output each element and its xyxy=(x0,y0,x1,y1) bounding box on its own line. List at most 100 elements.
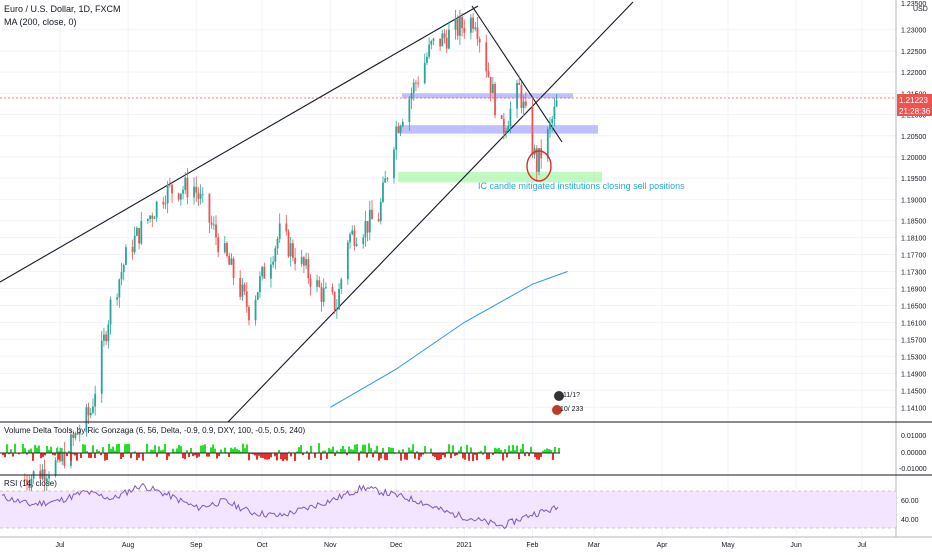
zone-rect[interactable] xyxy=(398,125,598,133)
volume-delta-bar xyxy=(110,449,112,453)
candle-body xyxy=(136,228,138,236)
candle-body xyxy=(461,17,463,28)
volume-delta-bar xyxy=(24,448,26,453)
volume-delta-bar xyxy=(376,446,378,453)
volume-delta-bar xyxy=(462,453,464,458)
volume-delta-bar xyxy=(554,447,556,453)
price-tick-label: 1.20000 xyxy=(901,155,926,162)
candle-body xyxy=(503,119,505,133)
volume-delta-bar xyxy=(108,444,110,453)
volume-delta-bar xyxy=(408,448,410,453)
candle-body xyxy=(367,221,369,232)
candle-body xyxy=(494,84,496,115)
volume-axis-tick: -0.01000 xyxy=(899,466,927,473)
volume-delta-bar xyxy=(112,447,114,453)
volume-delta-bar xyxy=(498,448,500,453)
volume-delta-bar xyxy=(468,453,470,461)
candle-body xyxy=(485,42,487,71)
volume-delta-bar xyxy=(122,453,124,457)
candle-body xyxy=(224,243,226,252)
candle-body xyxy=(369,210,371,233)
volume-delta-bar xyxy=(208,453,210,457)
candle-body xyxy=(338,289,340,309)
volume-delta-bar xyxy=(392,448,394,453)
candle-body xyxy=(215,225,217,238)
candle-body xyxy=(439,39,441,47)
volume-delta-bar xyxy=(4,453,6,457)
candle-body xyxy=(138,228,140,244)
volume-delta-bar xyxy=(128,444,130,453)
ma-legend-label[interactable]: MA (200, close, 0) xyxy=(4,17,77,27)
trendlines xyxy=(0,2,633,422)
currency-label: USD xyxy=(913,6,928,13)
candle-body xyxy=(448,30,450,49)
volume-delta-bar xyxy=(424,446,426,453)
upper-channel-line[interactable] xyxy=(0,6,478,282)
candle-body xyxy=(272,262,274,265)
volume-delta-bar xyxy=(512,445,514,453)
volume-delta-bar xyxy=(558,448,560,453)
volume-delta-bar xyxy=(348,447,350,453)
candle-body xyxy=(356,244,358,246)
volume-delta-bar xyxy=(136,453,138,460)
lower-channel-line[interactable] xyxy=(228,2,633,422)
candle-body xyxy=(459,17,461,36)
candle-body xyxy=(553,106,555,118)
volume-panel-label[interactable]: Volume Delta Tools, by Ric Gonzaga (6, 5… xyxy=(4,426,306,435)
candle-body xyxy=(171,185,173,194)
volume-delta-bar xyxy=(224,448,226,453)
volume-delta-bar xyxy=(420,453,422,457)
rsi-panel-label[interactable]: RSI (14, close) xyxy=(4,479,57,488)
volume-delta-bar xyxy=(434,453,436,457)
candle-body xyxy=(426,57,428,63)
volume-delta-bar xyxy=(488,453,490,459)
zone-rect[interactable] xyxy=(402,93,573,98)
candle-body xyxy=(532,106,534,155)
candle-body xyxy=(510,109,512,126)
symbol-title[interactable]: Euro / U.S. Dollar, 1D, FXCM xyxy=(4,4,121,14)
candle-body xyxy=(125,247,127,265)
price-tick-label: 1.17300 xyxy=(901,270,926,277)
candle-body xyxy=(380,202,382,221)
volume-delta-bar xyxy=(40,453,42,458)
candle-body xyxy=(94,394,96,407)
volume-delta-bar xyxy=(162,450,164,453)
volume-delta-bar xyxy=(504,449,506,453)
volume-delta-bar xyxy=(206,453,208,457)
candle-body xyxy=(288,231,290,256)
time-tick-label: Feb xyxy=(526,542,538,549)
volume-delta-bar xyxy=(342,446,344,453)
volume-delta-bar xyxy=(388,447,390,453)
price-axis[interactable]: 1.230001.225001.220001.215001.210001.205… xyxy=(901,1,926,412)
candle-body xyxy=(274,248,276,261)
volume-delta-bar xyxy=(390,448,392,453)
volume-delta-bar xyxy=(404,453,406,459)
volume-delta-bar xyxy=(358,453,360,461)
volume-delta-bar xyxy=(362,445,364,453)
volume-delta-bar xyxy=(536,453,538,459)
candle-body xyxy=(167,185,169,204)
volume-delta-bar xyxy=(124,444,126,453)
rsi-band xyxy=(0,491,896,528)
price-tick-label: 1.15300 xyxy=(901,354,926,361)
volume-delta-bar xyxy=(236,449,238,453)
candle-body xyxy=(121,272,123,279)
volume-delta-bar xyxy=(364,445,366,453)
volume-delta-bar xyxy=(88,453,90,458)
candle-body xyxy=(371,210,373,219)
volume-delta-bar xyxy=(198,453,200,457)
volume-delta-bar xyxy=(202,445,204,453)
volume-delta-bar xyxy=(522,444,524,453)
candle-body xyxy=(151,216,153,219)
candle-body xyxy=(305,259,307,265)
rsi-axis-tick: 40.00 xyxy=(901,517,919,524)
volume-delta-bar xyxy=(546,448,548,453)
volume-delta-bar xyxy=(190,448,192,453)
candle-body xyxy=(417,83,419,84)
volume-delta-bar xyxy=(6,444,8,453)
volume-delta-bar xyxy=(234,447,236,453)
volume-delta-bar xyxy=(320,453,322,460)
